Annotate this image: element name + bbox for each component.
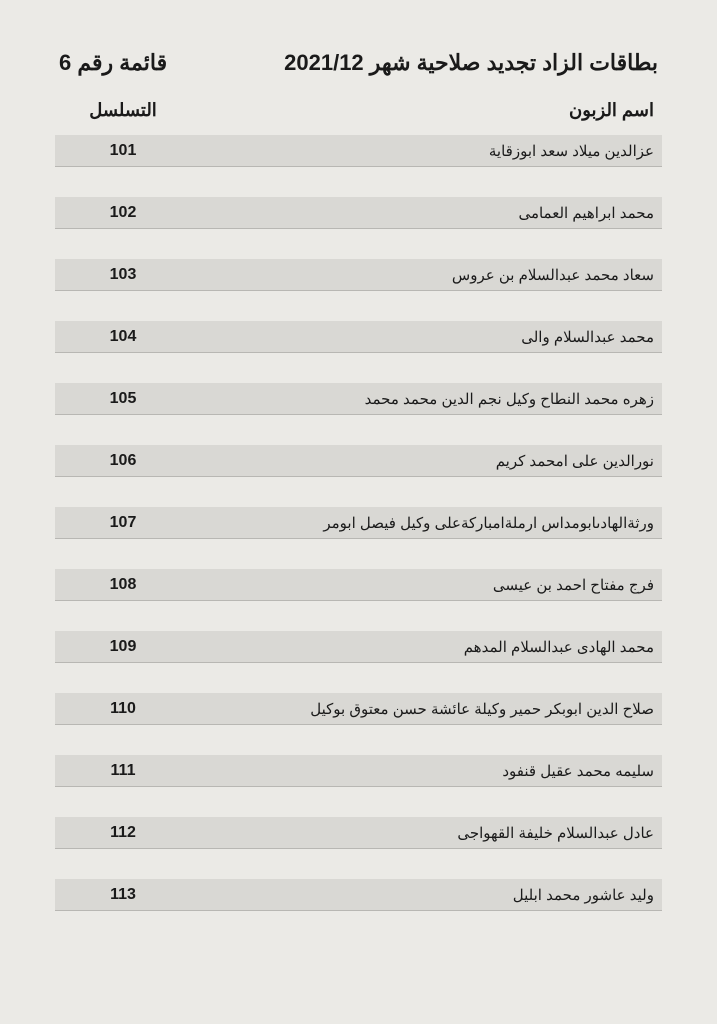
cell-customer-name: صلاح الدين ابوبكر حمير وكيلة عائشة حسن م… <box>183 700 654 718</box>
cell-customer-name: فرج مفتاح احمد بن عيسى <box>183 576 654 594</box>
cell-sequence: 109 <box>63 638 183 656</box>
cell-sequence: 110 <box>63 700 183 718</box>
row-gap <box>55 229 662 259</box>
cell-customer-name: محمد ابراهيم العمامى <box>183 204 654 222</box>
row-gap <box>55 477 662 507</box>
table-row: نورالدين على امحمد كريم106 <box>55 445 662 477</box>
cell-sequence: 107 <box>63 514 183 532</box>
table-row: عزالدين ميلاد سعد ابوزقاية101 <box>55 135 662 167</box>
row-gap <box>55 849 662 879</box>
row-gap <box>55 291 662 321</box>
table-row: صلاح الدين ابوبكر حمير وكيلة عائشة حسن م… <box>55 693 662 725</box>
cell-sequence: 101 <box>63 142 183 160</box>
list-number-label: قائمة رقم 6 <box>59 50 167 76</box>
table-row: سعاد محمد عبدالسلام بن عروس103 <box>55 259 662 291</box>
cell-customer-name: ورثةالهادىابومداس ارملةامباركةعلى وكيل ف… <box>183 514 654 532</box>
table-row: زهره محمد النطاح وكيل نجم الدين محمد محم… <box>55 383 662 415</box>
table-row: محمد عبدالسلام والى104 <box>55 321 662 353</box>
cell-sequence: 105 <box>63 390 183 408</box>
cell-sequence: 108 <box>63 576 183 594</box>
cell-sequence: 112 <box>63 824 183 842</box>
table-row: محمد الهادى عبدالسلام المدهم109 <box>55 631 662 663</box>
cell-sequence: 103 <box>63 266 183 284</box>
row-gap <box>55 415 662 445</box>
document-title: بطاقات الزاد تجديد صلاحية شهر 2021/12 <box>284 50 658 76</box>
row-gap <box>55 601 662 631</box>
table-row: وليد عاشور محمد ابليل113 <box>55 879 662 911</box>
cell-sequence: 102 <box>63 204 183 222</box>
row-gap <box>55 539 662 569</box>
cell-customer-name: وليد عاشور محمد ابليل <box>183 886 654 904</box>
table-header: اسم الزبون التسلسل <box>55 94 662 135</box>
row-gap <box>55 725 662 755</box>
cell-sequence: 111 <box>63 762 183 780</box>
row-gap <box>55 353 662 383</box>
table-row: سليمه محمد عقيل قنفود111 <box>55 755 662 787</box>
cell-customer-name: زهره محمد النطاح وكيل نجم الدين محمد محم… <box>183 390 654 408</box>
table-row: عادل عبدالسلام خليفة القهواجى112 <box>55 817 662 849</box>
cell-sequence: 104 <box>63 328 183 346</box>
table-row: ورثةالهادىابومداس ارملةامباركةعلى وكيل ف… <box>55 507 662 539</box>
title-row: بطاقات الزاد تجديد صلاحية شهر 2021/12 قا… <box>55 50 662 76</box>
document-page: بطاقات الزاد تجديد صلاحية شهر 2021/12 قا… <box>55 50 662 911</box>
row-gap <box>55 663 662 693</box>
row-gap <box>55 787 662 817</box>
column-header-sequence: التسلسل <box>63 100 183 121</box>
cell-sequence: 106 <box>63 452 183 470</box>
column-header-name: اسم الزبون <box>183 100 654 121</box>
cell-customer-name: عزالدين ميلاد سعد ابوزقاية <box>183 142 654 160</box>
cell-customer-name: محمد الهادى عبدالسلام المدهم <box>183 638 654 656</box>
cell-customer-name: سعاد محمد عبدالسلام بن عروس <box>183 266 654 284</box>
table-row: محمد ابراهيم العمامى102 <box>55 197 662 229</box>
cell-customer-name: سليمه محمد عقيل قنفود <box>183 762 654 780</box>
table-row: فرج مفتاح احمد بن عيسى108 <box>55 569 662 601</box>
cell-customer-name: عادل عبدالسلام خليفة القهواجى <box>183 824 654 842</box>
cell-customer-name: نورالدين على امحمد كريم <box>183 452 654 470</box>
table-body: عزالدين ميلاد سعد ابوزقاية101 محمد ابراهي… <box>55 135 662 911</box>
cell-sequence: 113 <box>63 886 183 904</box>
row-gap <box>55 167 662 197</box>
cell-customer-name: محمد عبدالسلام والى <box>183 328 654 346</box>
